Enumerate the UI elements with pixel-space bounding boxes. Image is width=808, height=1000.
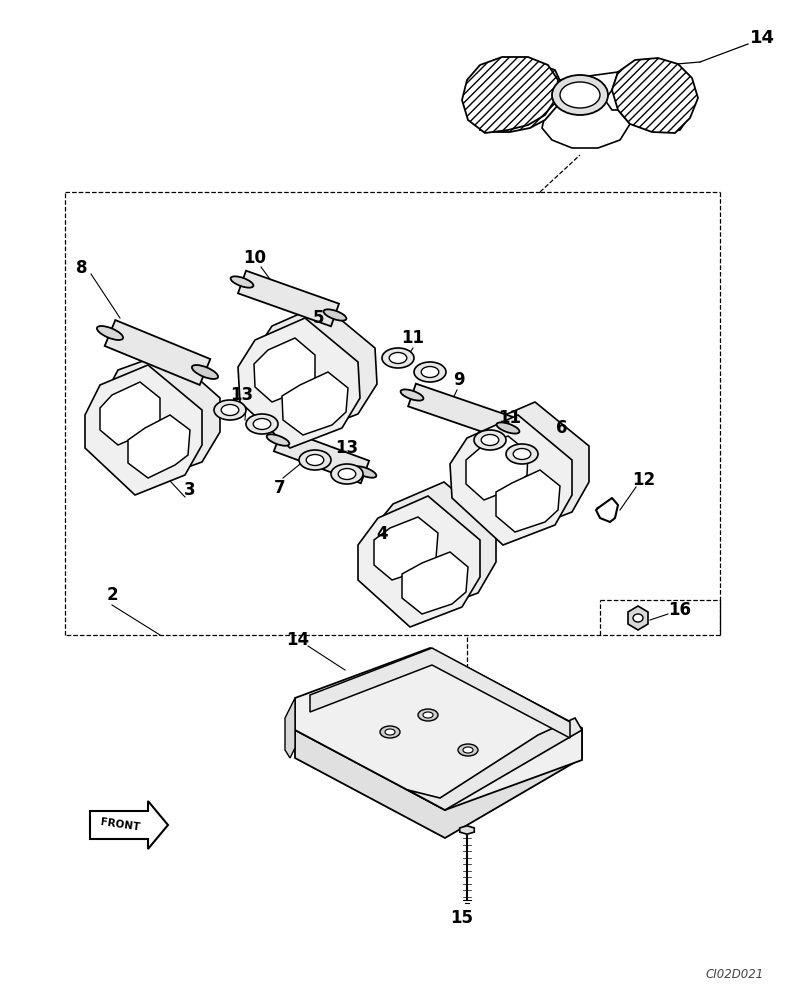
Ellipse shape [633, 614, 643, 622]
Text: 15: 15 [451, 909, 473, 927]
Ellipse shape [458, 744, 478, 756]
Polygon shape [466, 436, 528, 500]
Polygon shape [310, 648, 570, 738]
Text: 13: 13 [335, 439, 359, 457]
Polygon shape [480, 65, 562, 132]
Text: 7: 7 [274, 479, 286, 497]
Ellipse shape [339, 468, 356, 480]
Polygon shape [450, 415, 572, 545]
Ellipse shape [230, 276, 254, 288]
Ellipse shape [401, 389, 423, 401]
Polygon shape [402, 552, 468, 614]
Ellipse shape [246, 414, 278, 434]
Polygon shape [128, 415, 190, 478]
Ellipse shape [221, 404, 239, 416]
Polygon shape [545, 72, 618, 100]
Text: 16: 16 [668, 601, 692, 619]
Text: 5: 5 [312, 309, 324, 327]
Ellipse shape [382, 348, 414, 368]
Text: 10: 10 [243, 249, 267, 267]
Polygon shape [358, 496, 480, 627]
Ellipse shape [380, 726, 400, 738]
Text: 6: 6 [556, 419, 568, 437]
Polygon shape [468, 402, 589, 532]
Ellipse shape [267, 434, 289, 446]
Polygon shape [274, 429, 369, 483]
Ellipse shape [389, 353, 406, 363]
Ellipse shape [506, 444, 538, 464]
Ellipse shape [323, 309, 347, 321]
Text: 12: 12 [633, 471, 655, 489]
Polygon shape [496, 470, 560, 532]
Polygon shape [238, 271, 339, 326]
Ellipse shape [560, 82, 600, 108]
Polygon shape [295, 730, 582, 838]
Polygon shape [85, 365, 202, 495]
Ellipse shape [463, 747, 473, 753]
Text: 2: 2 [106, 586, 118, 604]
Text: 13: 13 [230, 386, 254, 404]
Ellipse shape [482, 434, 499, 446]
Ellipse shape [421, 366, 439, 377]
Polygon shape [622, 68, 695, 132]
Ellipse shape [354, 466, 377, 478]
Ellipse shape [306, 454, 324, 466]
Polygon shape [254, 338, 315, 402]
Polygon shape [90, 801, 168, 849]
Ellipse shape [299, 450, 331, 470]
Polygon shape [295, 648, 582, 810]
Text: 11: 11 [402, 329, 424, 347]
Text: CI02D021: CI02D021 [706, 968, 764, 982]
Polygon shape [612, 58, 698, 133]
Ellipse shape [497, 422, 520, 434]
Polygon shape [285, 698, 295, 758]
Text: 9: 9 [453, 371, 465, 389]
Polygon shape [238, 318, 360, 448]
Text: 14: 14 [287, 631, 309, 649]
Ellipse shape [418, 709, 438, 721]
Polygon shape [282, 372, 348, 435]
Ellipse shape [214, 400, 246, 420]
Ellipse shape [423, 712, 433, 718]
Text: 4: 4 [377, 525, 388, 543]
Polygon shape [100, 382, 160, 445]
Polygon shape [372, 482, 496, 612]
Polygon shape [255, 304, 377, 433]
Polygon shape [105, 320, 210, 385]
Ellipse shape [192, 365, 218, 379]
Ellipse shape [385, 729, 395, 735]
Polygon shape [542, 100, 630, 148]
Ellipse shape [474, 430, 506, 450]
Polygon shape [408, 384, 512, 439]
Polygon shape [460, 826, 474, 834]
Polygon shape [462, 57, 558, 133]
Text: 3: 3 [184, 481, 196, 499]
Text: 8: 8 [76, 259, 88, 277]
Ellipse shape [253, 418, 271, 430]
Ellipse shape [331, 464, 363, 484]
Text: 14: 14 [750, 29, 775, 47]
Ellipse shape [552, 75, 608, 115]
Polygon shape [408, 718, 582, 810]
Polygon shape [374, 517, 438, 580]
Polygon shape [102, 352, 220, 480]
Ellipse shape [414, 362, 446, 382]
Text: FRONT: FRONT [99, 817, 141, 833]
Ellipse shape [513, 448, 531, 460]
Ellipse shape [97, 326, 123, 340]
Polygon shape [628, 606, 648, 630]
Text: 11: 11 [499, 409, 521, 427]
